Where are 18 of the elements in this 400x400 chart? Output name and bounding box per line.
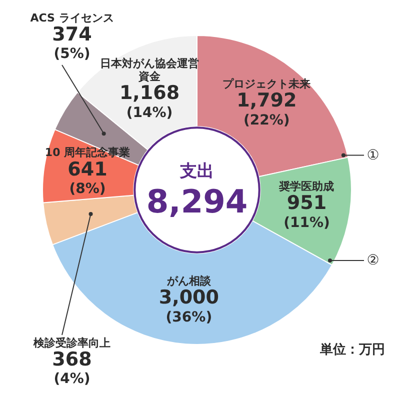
text: 単位：万円	[319, 342, 385, 358]
text: ②	[366, 252, 380, 269]
slice-label: ACS ライセンス	[30, 11, 114, 24]
data-label: 1,168 (14%)	[119, 82, 180, 121]
data-label: 951 (11%)	[284, 192, 330, 231]
data-label: 374 (5%)	[52, 23, 92, 62]
text: ①	[366, 147, 380, 164]
slice-label: 日本対がん協会運営資金	[100, 57, 200, 84]
slice-label: プロジェクト未来	[222, 78, 311, 91]
text: 支出	[179, 161, 214, 182]
slice-label: 奨学医助成	[278, 180, 334, 194]
data-label: 3,000 (36%)	[158, 286, 219, 326]
data-label: 368 (4%)	[52, 348, 92, 388]
slice-label: 検診受診率向上	[32, 336, 110, 350]
text: 8,294	[146, 182, 248, 220]
data-label: 641 (8%)	[68, 158, 108, 197]
data-label: 1,792 (22%)	[236, 90, 297, 128]
slice-label: がん相談	[166, 274, 212, 288]
